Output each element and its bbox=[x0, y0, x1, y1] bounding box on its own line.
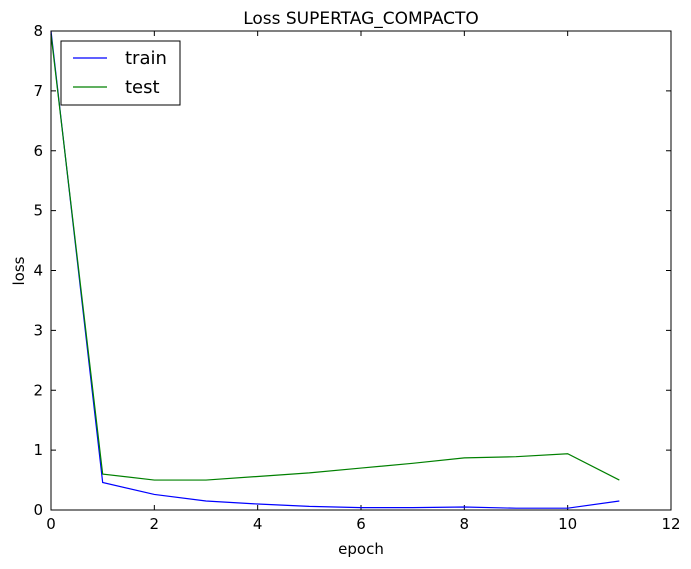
x-axis-label: epoch bbox=[338, 540, 384, 558]
legend-box bbox=[60, 40, 181, 106]
x-tick-label: 8 bbox=[460, 515, 470, 533]
y-tick-label: 0 bbox=[33, 501, 43, 519]
x-tick-label: 2 bbox=[150, 515, 160, 533]
y-tick-label: 1 bbox=[33, 441, 43, 459]
y-axis-label: loss bbox=[10, 256, 28, 285]
y-tick-label: 6 bbox=[33, 142, 43, 160]
chart-title: Loss SUPERTAG_COMPACTO bbox=[243, 9, 479, 29]
legend-label-train: train bbox=[125, 48, 167, 69]
y-tick-label: 3 bbox=[33, 321, 43, 339]
series-line-train bbox=[50, 30, 620, 509]
y-tick-label: 2 bbox=[33, 381, 43, 399]
y-tick-label: 8 bbox=[33, 22, 43, 40]
legend-label-test: test bbox=[125, 77, 160, 98]
y-tick-label: 5 bbox=[33, 202, 43, 220]
series-line-test bbox=[50, 33, 620, 481]
legend: train test bbox=[60, 40, 181, 106]
x-tick-label: 4 bbox=[253, 515, 263, 533]
series-lines bbox=[50, 30, 620, 509]
y-tick-label: 4 bbox=[33, 262, 43, 280]
plot-frame bbox=[50, 30, 672, 511]
x-tick-label: 0 bbox=[46, 515, 56, 533]
y-tick-label: 7 bbox=[33, 82, 43, 100]
x-tick-label: 12 bbox=[661, 515, 680, 533]
x-tick-label: 6 bbox=[356, 515, 366, 533]
x-tick-label: 10 bbox=[558, 515, 577, 533]
